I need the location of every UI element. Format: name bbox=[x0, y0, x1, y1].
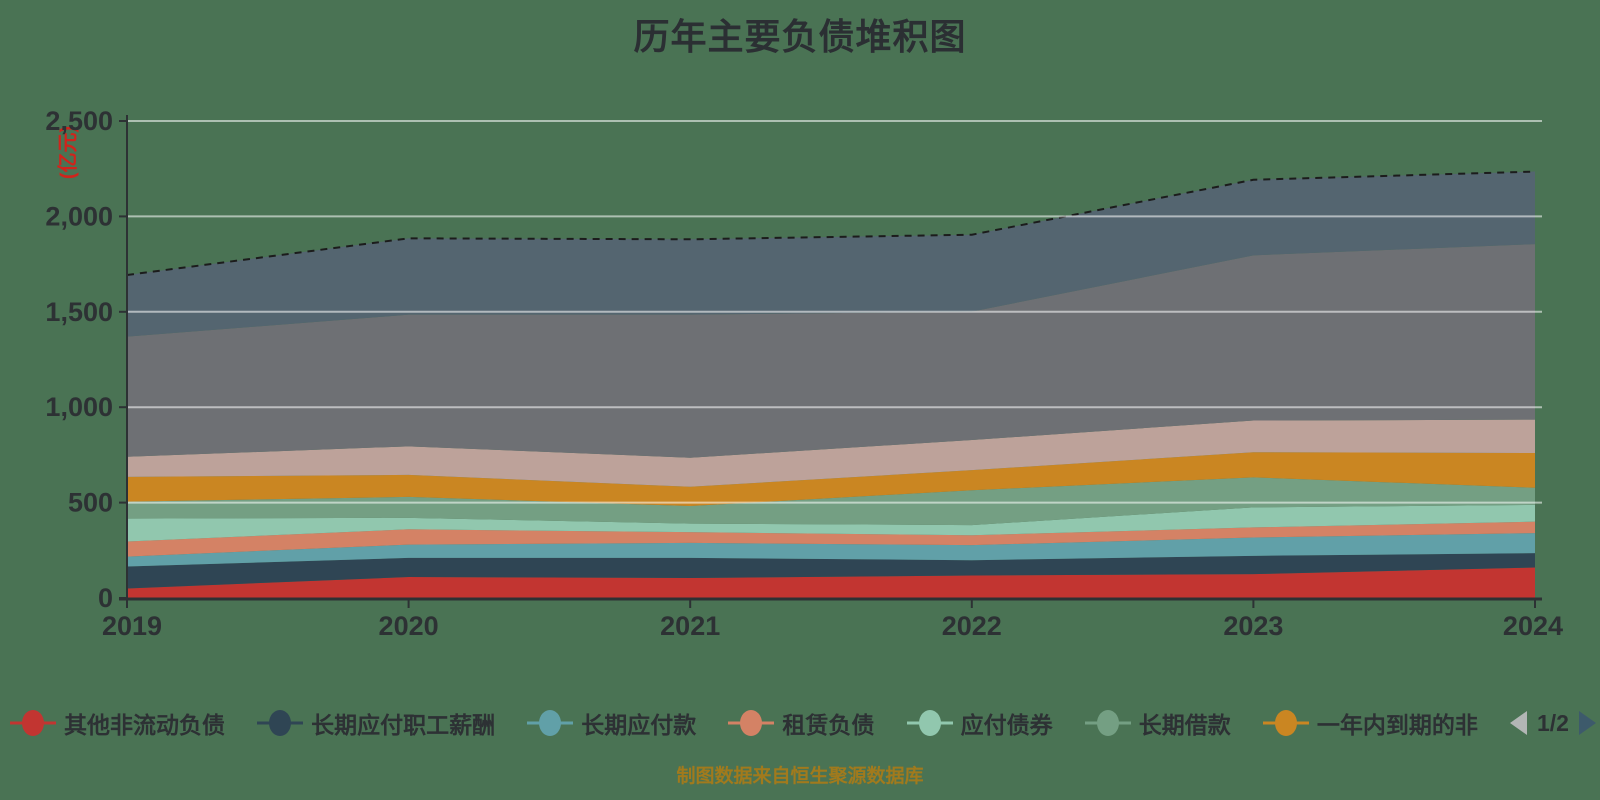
x-axis-label-2021: 2021 bbox=[660, 611, 720, 641]
data-source-footer: 制图数据来自恒生聚源数据库 bbox=[676, 766, 924, 787]
legend-line-circle-icon bbox=[527, 710, 574, 736]
legend-line-circle-icon bbox=[1262, 710, 1309, 736]
area-series-3-长期应付款[interactable] bbox=[127, 533, 1535, 567]
y-axis-label-1500: 1,500 bbox=[45, 297, 113, 327]
legend-line-circle-icon bbox=[10, 710, 56, 736]
legend-item-一年内到期的非[interactable]: 一年内到期的非 bbox=[1262, 706, 1478, 740]
legend-line-circle-icon bbox=[906, 710, 953, 736]
y-axis-label-2000: 2,000 bbox=[45, 201, 113, 231]
x-axis-label-2022: 2022 bbox=[942, 611, 1002, 641]
legend-item-应付债券[interactable]: 应付债券 bbox=[906, 706, 1053, 740]
area-series-8[interactable] bbox=[127, 419, 1535, 487]
chart-title: 历年主要负债堆积图 bbox=[633, 16, 967, 57]
y-axis-label-1000: 1,000 bbox=[45, 392, 113, 422]
top-edge-dashed-line bbox=[126, 170, 1536, 276]
legend-item-长期应付职工薪酬[interactable]: 长期应付职工薪酬 bbox=[257, 706, 495, 740]
legend-item-label: 长期应付职工薪酬 bbox=[311, 712, 496, 738]
legend-page-indicator: 1/2 bbox=[1536, 709, 1569, 736]
legend-item-其他非流动负债[interactable]: 其他非流动负债 bbox=[10, 706, 225, 740]
area-series-9[interactable] bbox=[127, 244, 1535, 458]
area-series-2-长期应付职工薪酬[interactable] bbox=[127, 553, 1535, 589]
x-axis-label-2019: 2019 bbox=[102, 611, 162, 641]
legend-line-circle-icon bbox=[728, 710, 775, 736]
legend-next-page-icon[interactable] bbox=[1578, 711, 1596, 735]
x-axis-label-2024: 2024 bbox=[1503, 611, 1563, 641]
legend-item-label: 租赁负债 bbox=[782, 712, 875, 738]
legend-line-circle-icon bbox=[1084, 710, 1131, 736]
legend-item-label: 一年内到期的非 bbox=[1316, 712, 1478, 738]
area-series-4-租赁负债[interactable] bbox=[127, 521, 1535, 557]
y-axis-label-0: 0 bbox=[98, 583, 113, 613]
legend-item-label: 长期借款 bbox=[1138, 712, 1231, 738]
area-series-1-其他非流动负债[interactable] bbox=[127, 567, 1535, 598]
legend-item-label: 长期应付款 bbox=[581, 712, 697, 738]
area-series-5-应付债券[interactable] bbox=[127, 504, 1535, 542]
legend-item-label: 其他非流动负债 bbox=[64, 712, 225, 738]
x-axis-label-2023: 2023 bbox=[1223, 611, 1283, 641]
legend-line-circle-icon bbox=[257, 710, 304, 736]
area-series-7-一年内到期的非[interactable] bbox=[127, 452, 1535, 507]
x-axis-label-2020: 2020 bbox=[379, 611, 439, 641]
legend-item-租赁负债[interactable]: 租赁负债 bbox=[728, 706, 874, 740]
stacked-area-chart: 0 500 1,000 1,500 2,000 2,500 2019 2020 2021 2022… bbox=[45, 106, 1563, 641]
y-axis-label-500: 500 bbox=[68, 488, 113, 518]
legend-item-长期借款[interactable]: 长期借款 bbox=[1084, 706, 1231, 740]
y-axis-label-2500: 2,500 bbox=[45, 106, 113, 136]
legend-item-长期应付款[interactable]: 长期应付款 bbox=[527, 706, 696, 740]
area-series-10[interactable] bbox=[127, 171, 1535, 337]
legend-prev-page-icon[interactable] bbox=[1509, 711, 1527, 735]
area-series-6-长期借款[interactable] bbox=[127, 477, 1535, 526]
legend-item-label: 应付债券 bbox=[960, 712, 1053, 738]
legend: 其他非流动负债 长期应付职工薪酬 长期应付款 租赁负债 应付债券 长期借款 一年内到期的非 … bbox=[10, 700, 1596, 746]
legend-pagination: 1/2 bbox=[1509, 709, 1596, 737]
